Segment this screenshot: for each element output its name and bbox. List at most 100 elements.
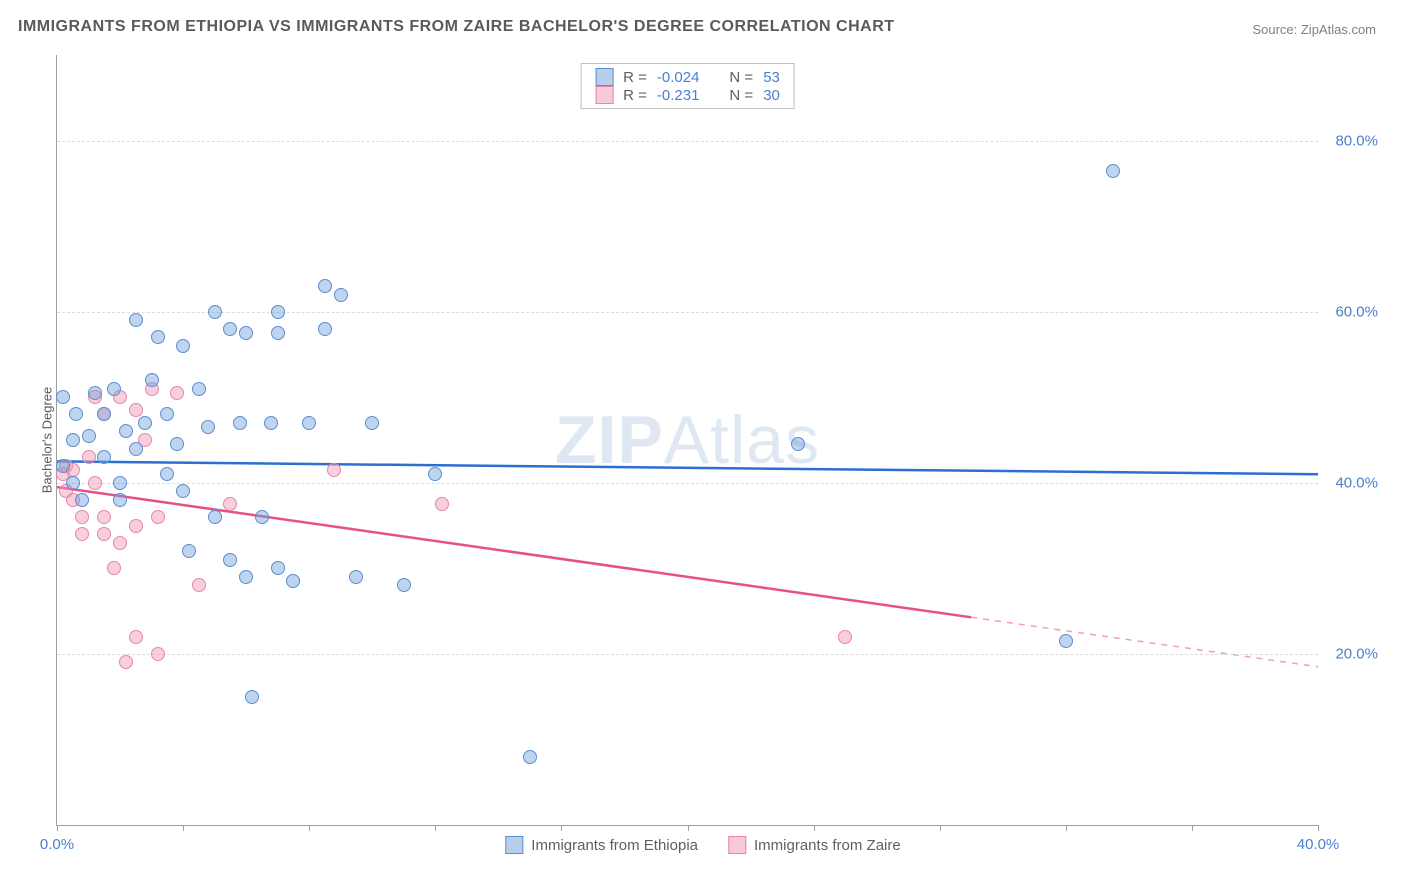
gridline [57, 312, 1318, 313]
n-value-blue: 53 [763, 69, 780, 86]
data-point [160, 467, 174, 481]
data-point [56, 459, 70, 473]
data-point [138, 416, 152, 430]
data-point [145, 373, 159, 387]
x-tick [940, 825, 941, 831]
data-point [129, 630, 143, 644]
data-point [82, 429, 96, 443]
data-point [838, 630, 852, 644]
data-point [129, 442, 143, 456]
source-attribution: Source: ZipAtlas.com [1252, 22, 1376, 37]
gridline [57, 483, 1318, 484]
x-tick-label: 40.0% [1297, 836, 1340, 853]
x-tick [561, 825, 562, 831]
swatch-pink-icon [728, 836, 746, 854]
data-point [791, 437, 805, 451]
legend-item-ethiopia: Immigrants from Ethiopia [505, 836, 698, 854]
n-label: N = [729, 69, 753, 86]
data-point [75, 493, 89, 507]
data-point [170, 386, 184, 400]
data-point [223, 553, 237, 567]
data-point [113, 476, 127, 490]
data-point [264, 416, 278, 430]
data-point [182, 544, 196, 558]
series-legend: Immigrants from Ethiopia Immigrants from… [505, 836, 900, 854]
data-point [66, 433, 80, 447]
data-point [82, 450, 96, 464]
data-point [271, 561, 285, 575]
x-tick [1066, 825, 1067, 831]
data-point [208, 510, 222, 524]
data-point [239, 326, 253, 340]
data-point [286, 574, 300, 588]
correlation-legend: R = -0.024 N = 53 R = -0.231 N = 30 [580, 63, 795, 109]
data-point [151, 647, 165, 661]
data-point [1106, 164, 1120, 178]
watermark-bold: ZIP [555, 402, 664, 478]
n-label: N = [729, 87, 753, 104]
data-point [223, 322, 237, 336]
swatch-blue-icon [595, 68, 613, 86]
data-point [334, 288, 348, 302]
data-point [239, 570, 253, 584]
x-tick [814, 825, 815, 831]
watermark: ZIPAtlas [555, 401, 820, 479]
data-point [75, 510, 89, 524]
y-tick-label: 40.0% [1322, 474, 1378, 491]
r-label: R = [623, 69, 647, 86]
data-point [75, 527, 89, 541]
data-point [201, 420, 215, 434]
y-axis-label: Bachelor's Degree [40, 387, 55, 494]
data-point [192, 578, 206, 592]
r-value-blue: -0.024 [657, 69, 700, 86]
data-point [435, 497, 449, 511]
data-point [302, 416, 316, 430]
gridline [57, 141, 1318, 142]
data-point [1059, 634, 1073, 648]
data-point [176, 484, 190, 498]
data-point [151, 510, 165, 524]
data-point [523, 750, 537, 764]
data-point [365, 416, 379, 430]
x-tick [309, 825, 310, 831]
data-point [97, 407, 111, 421]
data-point [397, 578, 411, 592]
chart-container: Bachelor's Degree ZIPAtlas R = -0.024 N … [18, 45, 1388, 872]
data-point [97, 450, 111, 464]
data-point [88, 386, 102, 400]
legend-row-pink: R = -0.231 N = 30 [595, 86, 780, 104]
data-point [129, 313, 143, 327]
data-point [223, 497, 237, 511]
data-point [151, 330, 165, 344]
data-point [176, 339, 190, 353]
data-point [119, 655, 133, 669]
gridline [57, 654, 1318, 655]
data-point [113, 493, 127, 507]
data-point [327, 463, 341, 477]
data-point [56, 390, 70, 404]
data-point [129, 403, 143, 417]
data-point [245, 690, 259, 704]
data-point [97, 510, 111, 524]
x-tick [688, 825, 689, 831]
data-point [233, 416, 247, 430]
data-point [88, 476, 102, 490]
data-point [69, 407, 83, 421]
x-tick [435, 825, 436, 831]
legend-item-zaire: Immigrants from Zaire [728, 836, 901, 854]
data-point [349, 570, 363, 584]
legend-label-ethiopia: Immigrants from Ethiopia [531, 837, 698, 854]
data-point [318, 322, 332, 336]
data-point [271, 305, 285, 319]
data-point [192, 382, 206, 396]
swatch-blue-icon [505, 836, 523, 854]
legend-label-zaire: Immigrants from Zaire [754, 837, 901, 854]
y-tick-label: 60.0% [1322, 303, 1378, 320]
data-point [107, 382, 121, 396]
data-point [208, 305, 222, 319]
r-label: R = [623, 87, 647, 104]
y-tick-label: 20.0% [1322, 645, 1378, 662]
data-point [318, 279, 332, 293]
data-point [160, 407, 174, 421]
r-value-pink: -0.231 [657, 87, 700, 104]
